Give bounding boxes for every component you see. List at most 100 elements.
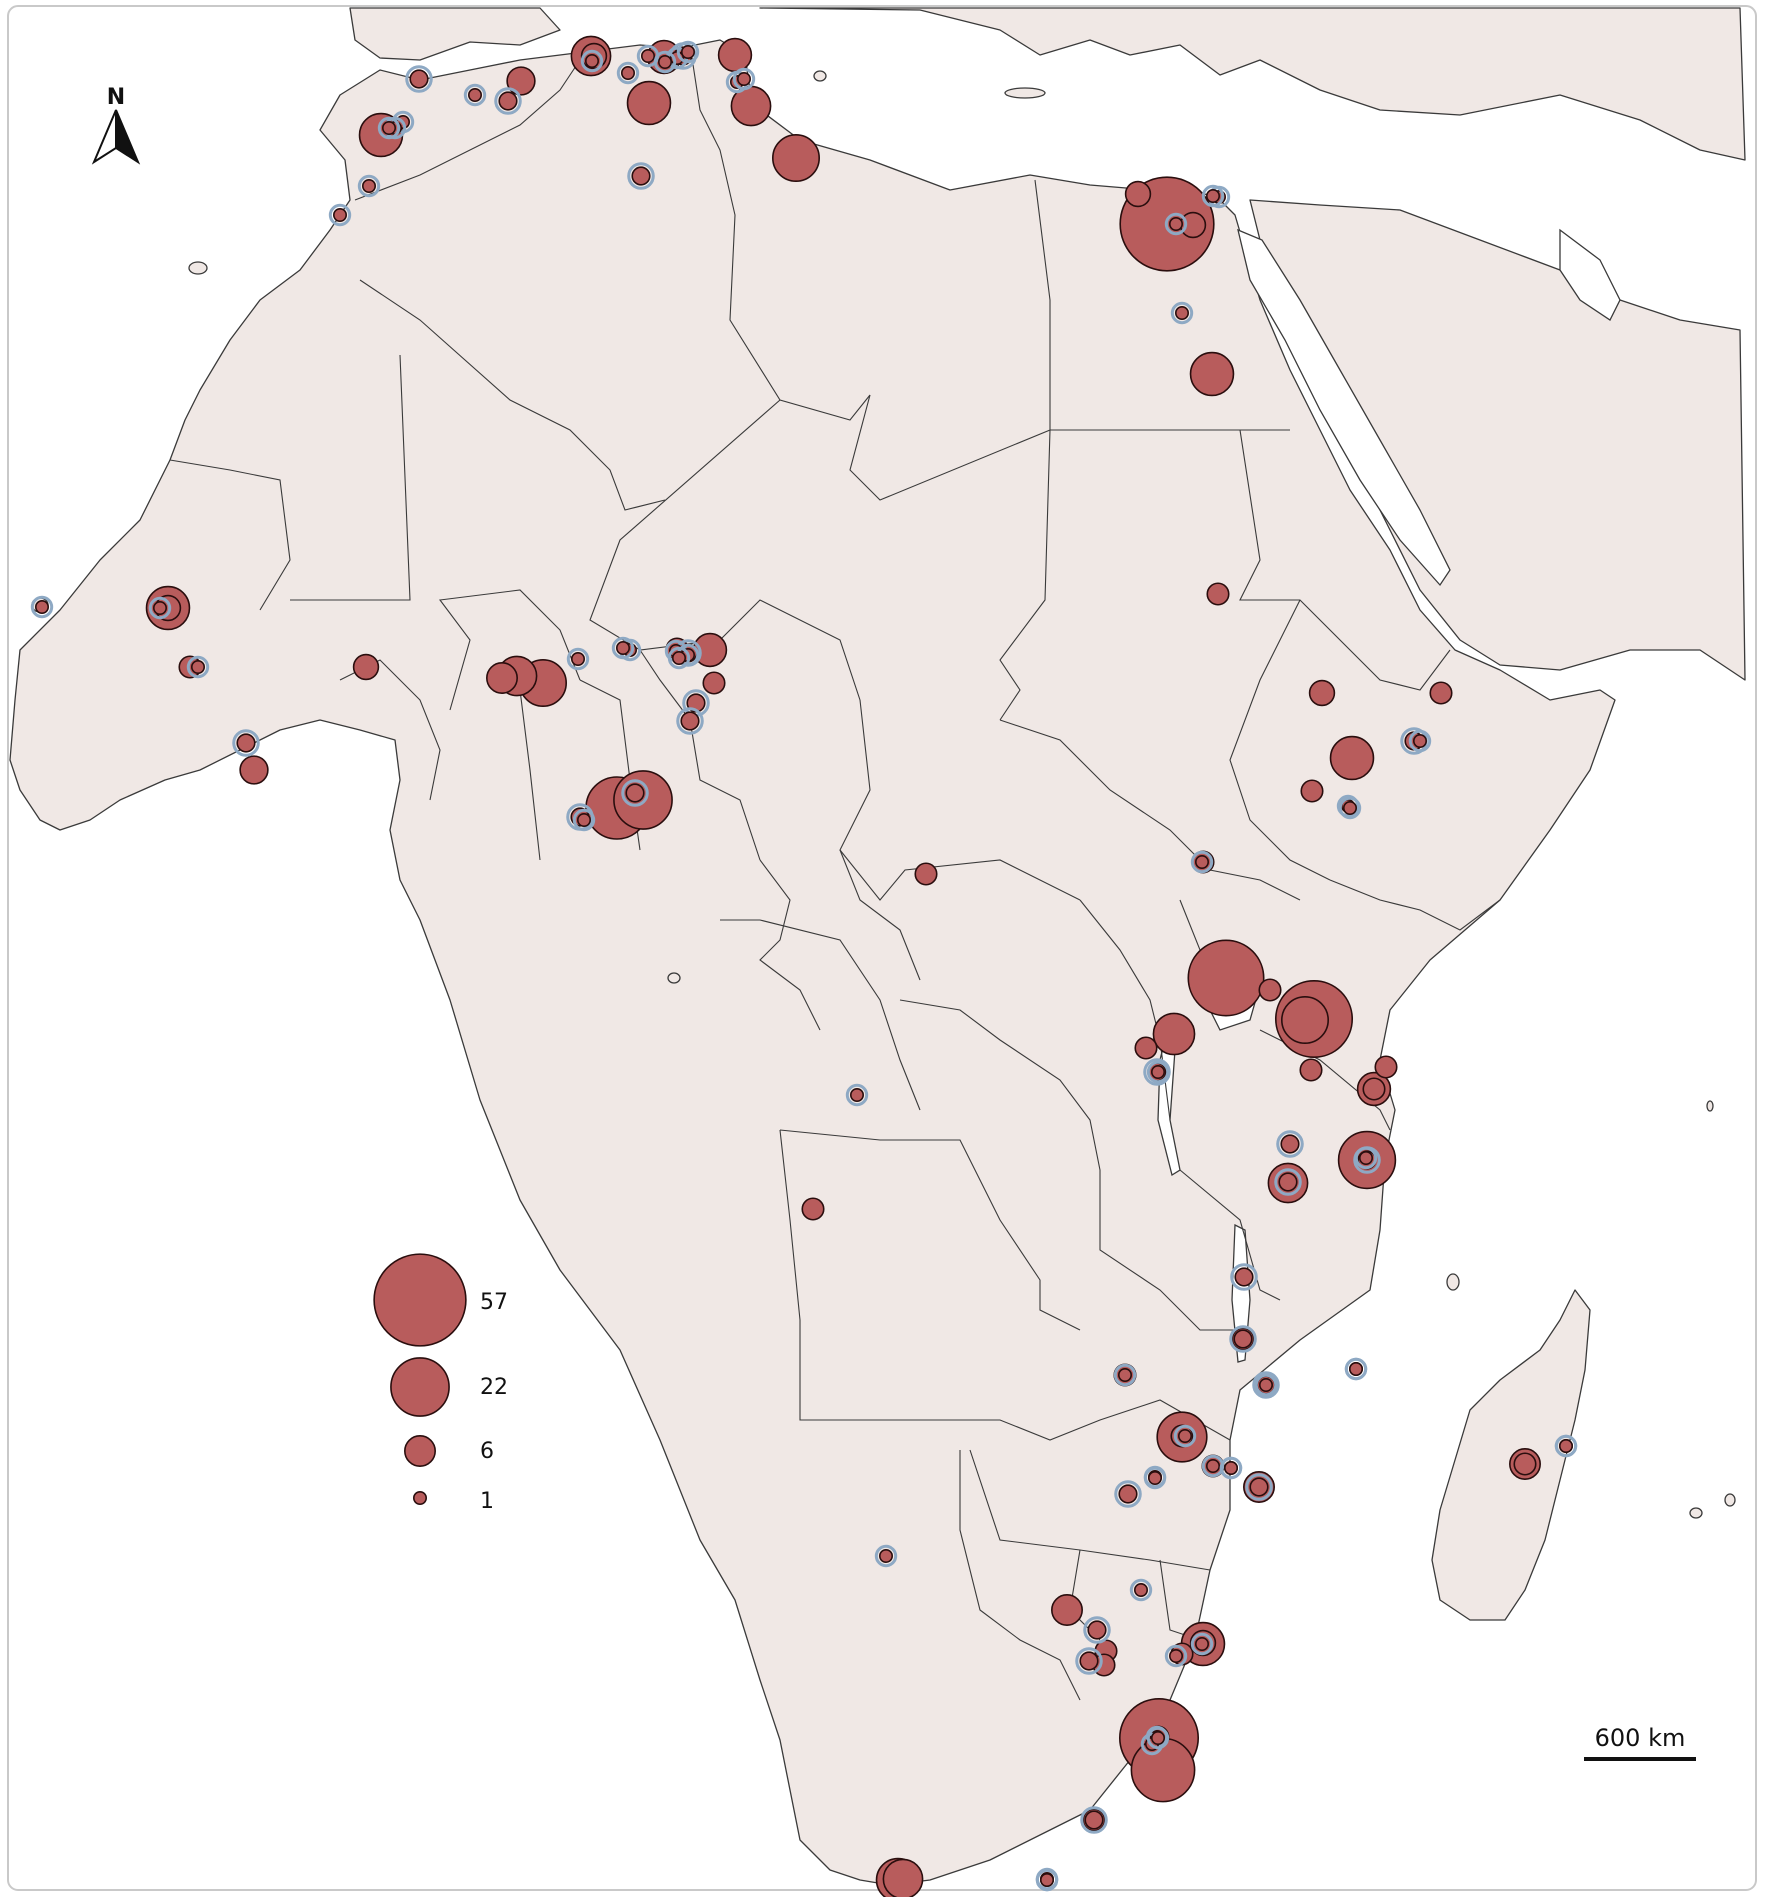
site-bubble-halo [572,808,596,832]
site-bubble-halo [1143,1058,1171,1086]
site-bubble [1374,1055,1398,1079]
site-bubble [352,653,380,681]
site-bubble-halo [580,49,604,73]
seychelles-island [1706,1100,1714,1112]
site-bubble [680,44,695,59]
site-bubble [1187,939,1265,1017]
site-bubble [1234,1267,1254,1287]
site-bubble [361,179,376,194]
north-arrow-icon: N [91,85,141,165]
site-bubble [657,54,672,69]
madagascar-landmass [1431,1289,1591,1621]
legend-label: 22 [480,1375,508,1400]
site-bubble-halo [1201,184,1225,208]
site-bubble [613,770,673,830]
site-bubble-halo [1113,1363,1137,1387]
site-bubble-halo [405,65,433,93]
site-bubble [584,53,599,68]
site-bubble [506,66,536,96]
site-bubble [1206,1459,1221,1474]
site-bubble [717,37,753,73]
legend-bubble [412,1491,427,1506]
site-bubble [1233,1329,1253,1349]
site-bubble [1308,679,1336,707]
site-bubble [801,1197,825,1221]
site-bubble [1124,180,1152,208]
site-bubble [702,671,726,695]
site-bubble [409,69,429,89]
site-bubble-halo [494,87,522,115]
site-bubble-halo [1170,301,1194,325]
site-bubble-halo [357,174,381,198]
site-bubble-halo [1173,1424,1197,1448]
site-bubble [1152,1012,1196,1056]
site-bubble [1151,1065,1166,1080]
site-bubble [631,166,651,186]
site-bubble-halo [667,646,691,670]
africa-landmass [9,39,1616,1886]
site-bubble [498,91,518,111]
site-bubble-halo [1146,1060,1170,1084]
site-bubble [570,651,585,666]
scale-bar-label: 600 km [1595,1724,1686,1752]
reunion-island [1724,1493,1736,1507]
site-bubble-halo [1254,1373,1278,1397]
comoros-island [1446,1273,1460,1291]
site-bubble [1151,1731,1166,1746]
site-bubble-halo [1230,1263,1258,1291]
site-bubble [914,862,938,886]
site-bubble [467,88,482,103]
site-bubble-halo [1274,1168,1302,1196]
legend-bubble [404,1435,436,1467]
site-bubble [1051,1594,1083,1626]
site-bubble [1169,217,1184,232]
site-bubble-halo [845,1083,869,1107]
site-bubble [1195,854,1210,869]
land-layer [9,7,1746,1886]
site-bubble [1189,351,1235,397]
site-bubble [236,733,256,753]
persian-gulf [1559,228,1621,321]
site-bubble-halo [30,595,54,619]
site-bubble [1258,978,1282,1002]
legend-bubble [373,1253,467,1347]
site-bubble-halo [1245,1473,1273,1501]
site-bubble-halo [1252,1371,1280,1399]
site-bubble-halo [1129,1578,1153,1602]
legend-bubble [390,1357,450,1417]
site-bubble [1084,1810,1104,1830]
site-bubble [1349,1362,1364,1377]
crete-island [1004,87,1046,99]
site-bubble [1134,1036,1158,1060]
site-bubble [1429,681,1453,705]
north-label: N [107,85,125,110]
site-bubble-halo [1083,1616,1111,1644]
site-bubble-halo [1080,1806,1108,1834]
site-bubble-halo [232,729,260,757]
site-bubble [1175,305,1190,320]
site-bubble [1362,1077,1386,1101]
site-bubble [615,640,630,655]
site-bubble [332,208,347,223]
site-bubble-halo [566,647,590,671]
site-bubble [239,755,269,785]
site-bubble [34,599,49,614]
legend: 57 22 6 1 [373,1253,508,1514]
bioko-island [667,972,681,984]
site-bubble [1413,733,1428,748]
site-bubble-halo [1276,1130,1304,1158]
site-bubble-halo [1164,1644,1188,1668]
site-bubble [620,66,635,81]
site-bubbles [30,35,1578,1901]
site-bubble-halo [1140,1732,1164,1756]
site-bubble-halo [627,162,655,190]
site-bubble-halo [1143,1466,1167,1490]
site-bubble [640,48,655,63]
red-sea [1237,228,1451,587]
site-bubble [1278,1172,1298,1192]
legend-label: 6 [480,1439,494,1464]
site-bubble-halo [1338,796,1362,820]
scale-bar: 600 km [1584,1724,1696,1761]
